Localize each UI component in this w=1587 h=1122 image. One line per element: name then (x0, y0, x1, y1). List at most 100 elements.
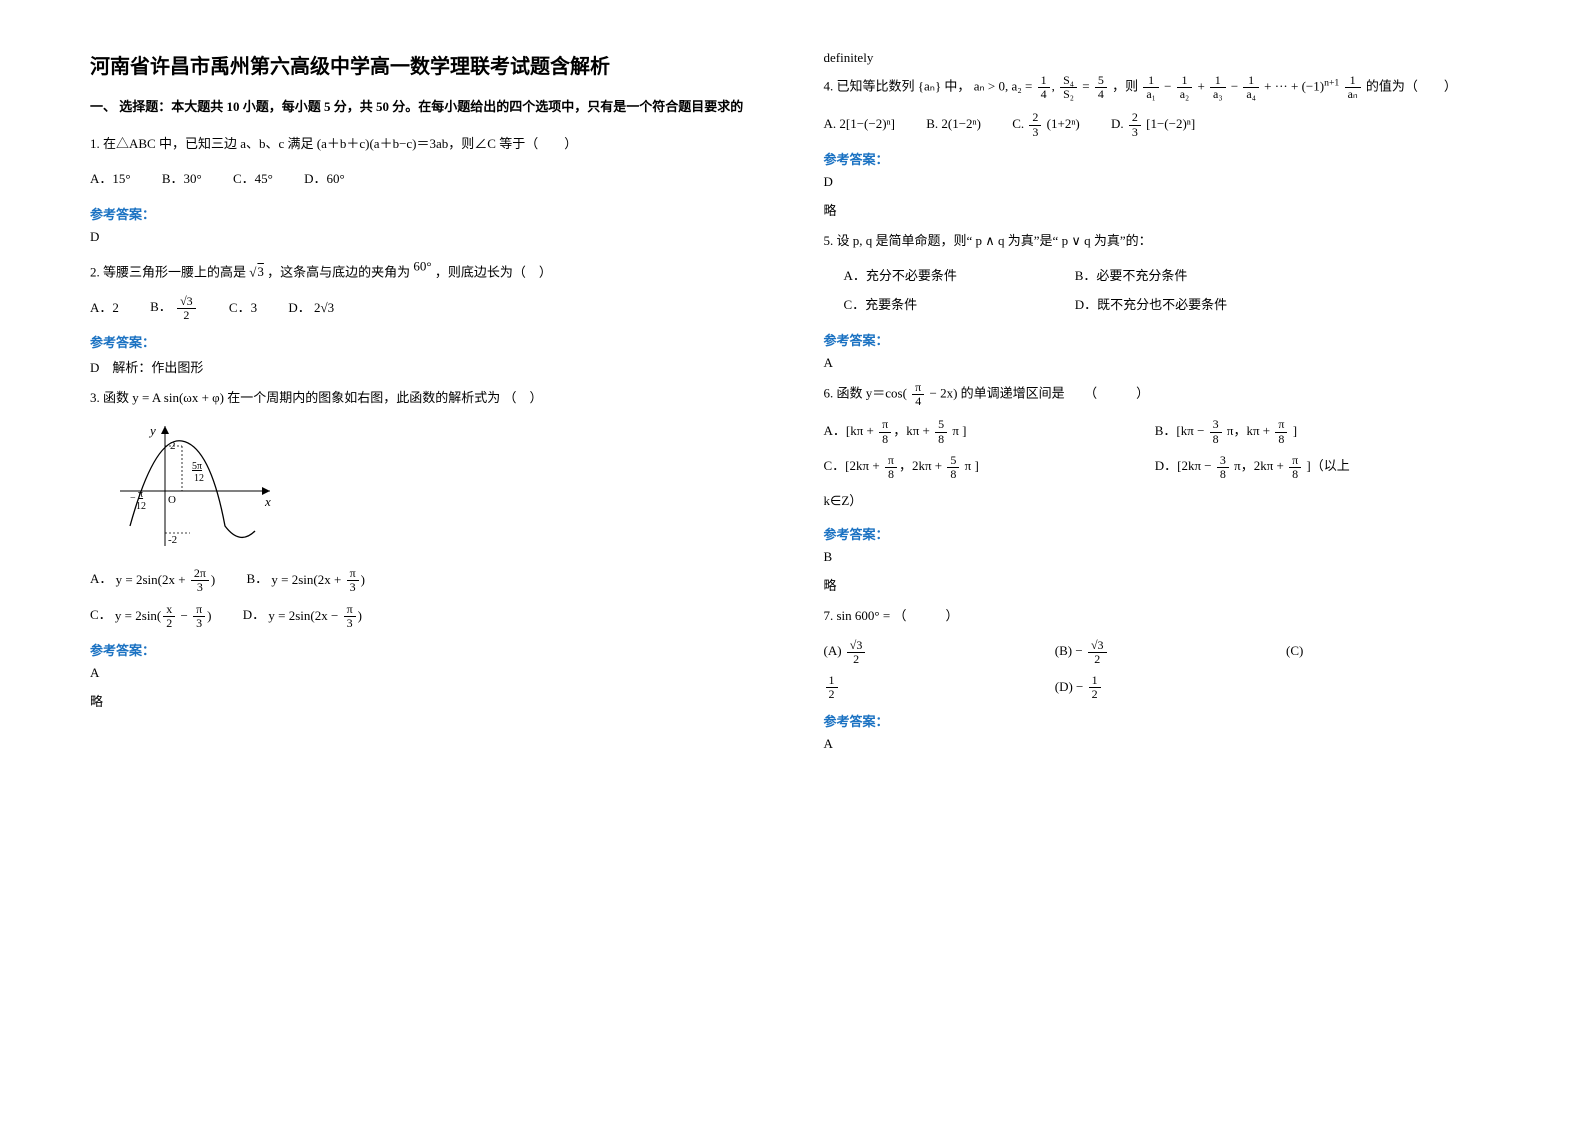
q2-stem: 2. 等腰三角形一腰上的高是 √3 ，这条高与底边的夹角为 60° ，则底边长为… (90, 255, 764, 285)
q7-optD-sign: − (1076, 679, 1083, 694)
q3-ans-label: 参考答案： (90, 640, 764, 659)
q4-stem: 4. 已知等比数列 {aₙ} 中， aₙ > 0, a₂ = 14, S₄S₂ … (824, 74, 1498, 101)
t1d: 12 (194, 473, 204, 484)
q1-ans: D (90, 229, 764, 245)
q6b-n2: π (1275, 418, 1287, 432)
q2-stem-b: ，这条高与底边的夹角为 (267, 264, 410, 279)
q1-optD: D．60° (304, 165, 345, 194)
q6-optB: B．[kπ − 38 π，kπ + π8 ] (1155, 417, 1297, 446)
q6-row1: A．[kπ + π8，kπ + 58 π ] B．[kπ − 38 π，kπ +… (824, 416, 1498, 445)
q3-optC-math: y = 2sin(x2 − π3) (115, 602, 212, 631)
q1-optA: A．15° (90, 165, 131, 194)
q4-s4: S₄ (1060, 74, 1077, 88)
q4-optD-pre: D. (1111, 116, 1124, 131)
q2-optB-n: √3 (177, 295, 196, 309)
q5-ans-label: 参考答案： (824, 330, 1498, 349)
q3-ans: A (90, 665, 764, 681)
q7-ans-label: 参考答案： (824, 711, 1498, 730)
q4-optA-val: 2[1−(−2)ⁿ] (839, 116, 895, 131)
q7-optA-n: √3 (847, 639, 866, 653)
q3-stem: 3. 函数 y = A sin(ωx + φ) 在一个周期内的图象如右图，此函数… (90, 386, 764, 411)
q2-optB-d: 2 (177, 309, 196, 322)
q7-optA-pre: (A) (824, 643, 842, 658)
q3-optA: A． y = 2sin(2x + 2π3) (90, 565, 215, 594)
q3-options-row2: C． y = 2sin(x2 − π3) D． y = 2sin(2x − π3… (90, 601, 764, 631)
q4-optD-rest: [1−(−2)ⁿ] (1146, 116, 1195, 131)
q6c-d1: 8 (885, 468, 897, 481)
q6-stem-b: − 2x) 的单调递增区间是 （ ） (929, 386, 1149, 401)
q2-options: A．2 B． √3 2 C．3 D． 2√3 (90, 293, 764, 322)
q6-stem: 6. 函数 y＝cos( π4 − 2x) 的单调递增区间是 （ ） (824, 381, 1498, 408)
q2-ang: 60° (413, 264, 431, 279)
q7-optB-sign: − (1075, 643, 1082, 658)
q6-note: 略 (824, 575, 1498, 594)
q7-optD: (D) − 12 (1055, 673, 1103, 702)
q4-ans: D (824, 174, 1498, 190)
q2-optC: C．3 (229, 294, 257, 323)
q6c-d2: 8 (947, 468, 959, 481)
exam-title: 河南省许昌市禹州第六高级中学高一数学理联考试题含解析 (90, 50, 764, 79)
q6a-n1: π (879, 418, 891, 432)
q6-optA: A．[kπ + π8，kπ + 58 π ] (824, 417, 1124, 446)
q7-ans: A (824, 736, 1498, 752)
q4-optC-rest: (1+2ⁿ) (1047, 116, 1080, 131)
q7-optC-n: 1 (826, 674, 838, 688)
q2-sqrt3: √3 (249, 264, 264, 279)
q7-optD-n: 1 (1089, 674, 1101, 688)
q7-optA-d: 2 (847, 653, 866, 666)
sine-graph-svg: y x O 2 -2 5π 12 − π 12 (110, 421, 280, 551)
q2-optD-pre: D． (288, 300, 310, 315)
q5-stem: 5. 设 p, q 是简单命题，则“ p ∧ q 为真”是“ p ∨ q 为真”… (824, 229, 1498, 254)
q4-optB: B. 2(1−2ⁿ) (926, 110, 981, 139)
sine-curve (130, 441, 255, 538)
two-label: 2 (170, 440, 176, 452)
q4-cond: aₙ > 0, a₂ = 14, S₄S₂ = 54 (974, 74, 1109, 101)
q4-series: 1a₁ − 1a₂ + 1a₃ − 1a₄ + ··· + (−1)n+1 1a… (1141, 74, 1362, 101)
q4-optB-pre: B. (926, 116, 938, 131)
q5-optC: C．充要条件 (844, 291, 1044, 320)
q4-stem-a: 4. 已知等比数列 {aₙ} 中， (824, 79, 971, 94)
q6d-n1: 3 (1217, 454, 1229, 468)
page-root: 河南省许昌市禹州第六高级中学高一数学理联考试题含解析 一、 选择题：本大题共 1… (0, 0, 1587, 812)
q6-pi4-d: 4 (912, 395, 924, 408)
q3-optC-pre: C． (90, 607, 112, 622)
right-column: definitely 4. 已知等比数列 {aₙ} 中， aₙ > 0, a₂ … (824, 50, 1498, 762)
q2-ans-label: 参考答案： (90, 332, 764, 351)
q6-pi4: π4 (912, 381, 924, 408)
q6a-n2: 5 (935, 418, 947, 432)
q7-optB-n: √3 (1088, 639, 1107, 653)
q7-optD-d: 2 (1089, 688, 1101, 701)
t2d: 12 (136, 501, 146, 512)
q2-optB-pre: B． (150, 299, 172, 314)
q3-optA-math: y = 2sin(2x + 2π3) (116, 566, 216, 595)
q4-optB-val: 2(1−2ⁿ) (941, 116, 981, 131)
q4-optA-pre: A. (824, 116, 837, 131)
q3-optA-pre: A． (90, 571, 112, 586)
q3-note: 略 (90, 691, 764, 710)
q2-ans: D 解析：作出图形 (90, 357, 764, 376)
q3-optD: D． y = 2sin(2x − π3) (243, 601, 362, 630)
q6-optC: C．[2kπ + π8，2kπ + 58 π ] (824, 452, 1124, 481)
q6b-d2: 8 (1275, 433, 1287, 446)
q6-pi4-n: π (912, 381, 924, 395)
q7-stem: 7. sin 600° = （ ） (824, 604, 1498, 629)
q6b-d1: 8 (1210, 433, 1222, 446)
q4-optD: D. 23 [1−(−2)ⁿ] (1111, 110, 1195, 139)
q4-stem-b: ，则 (1112, 79, 1138, 94)
q6b-n1: 3 (1210, 418, 1222, 432)
q4-stem-c: 的值为（ ） (1366, 79, 1457, 94)
q7-optA: (A) √32 (824, 637, 1024, 666)
q7-optB-pre: (B) (1055, 643, 1072, 658)
m2-label: -2 (168, 534, 177, 546)
q6-stem-a: 6. 函数 y＝cos( (824, 386, 907, 401)
q4-optD-d: 3 (1129, 126, 1141, 139)
q1-optC: C．45° (233, 165, 273, 194)
q2-stem-a: 2. 等腰三角形一腰上的高是 (90, 264, 246, 279)
q7-optC: 12 (824, 673, 1024, 702)
q1-stem: 1. 在△ABC 中，已知三边 a、b、c 满足 (a＋b＋c)(a＋b−c)＝… (90, 132, 764, 157)
q2-sqrt3-val: 3 (256, 264, 264, 279)
q2-optB: B． √3 2 (150, 293, 198, 322)
q6d-d1: 8 (1217, 468, 1229, 481)
q3-diagram: y x O 2 -2 5π 12 − π 12 (110, 421, 764, 555)
q6c-n1: π (885, 454, 897, 468)
